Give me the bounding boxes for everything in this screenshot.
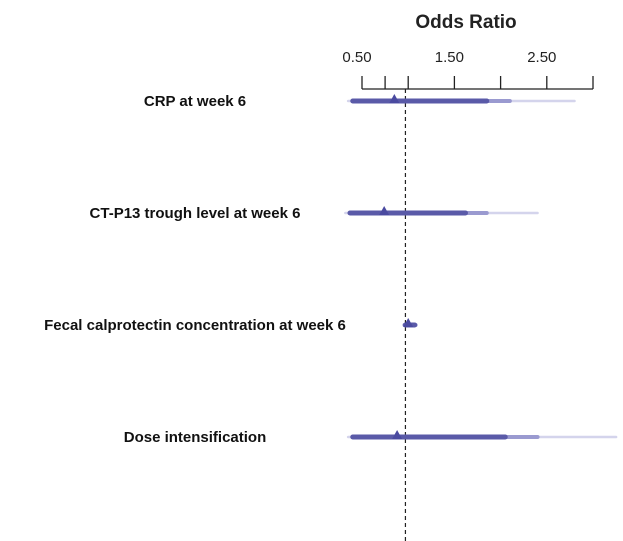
row-0: CRP at week 6 (144, 93, 576, 110)
row-label-3: Dose intensification (124, 429, 267, 446)
row-label-0: CRP at week 6 (144, 93, 246, 110)
x-tick-label-3: 1.50 (435, 49, 464, 66)
row-2: Fecal calprotectin concentration at week… (44, 317, 418, 334)
x-tick-label-5: 2.50 (527, 49, 556, 66)
row-label-2: Fecal calprotectin concentration at week… (44, 317, 346, 334)
chart-title: Odds Ratio (415, 12, 516, 33)
row-label-1: CT-P13 trough level at week 6 (90, 205, 301, 222)
estimate-marker-0 (389, 94, 400, 103)
row-1: CT-P13 trough level at week 6 (90, 205, 539, 222)
row-3: Dose intensification (124, 429, 618, 446)
rows: CRP at week 6 CT-P13 trough level at week… (44, 93, 618, 446)
x-tick-label-0: 0.50 (342, 49, 371, 66)
estimate-marker-1 (379, 206, 390, 215)
estimate-marker-2 (403, 318, 414, 327)
estimate-marker-3 (392, 430, 403, 439)
x-axis: 0.50 1.50 2.50 (342, 49, 594, 90)
